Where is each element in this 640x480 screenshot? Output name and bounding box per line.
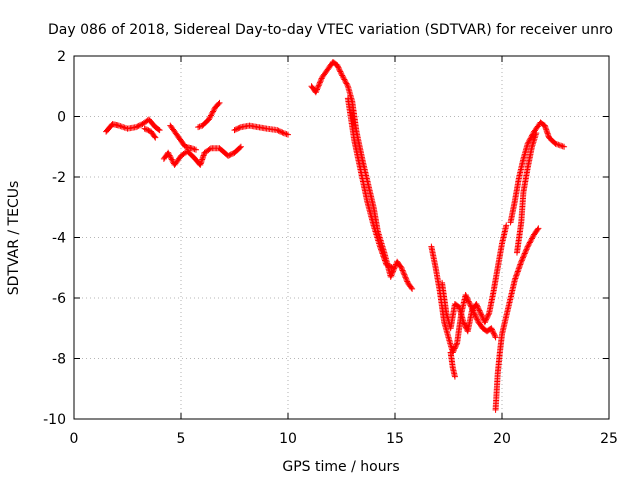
- series-seg-g-dip: [447, 349, 458, 380]
- series-markers: [308, 59, 416, 292]
- series-seg-j-inner: [513, 130, 540, 256]
- y-axis-title: SDTVAR / TECUs: [6, 181, 22, 296]
- grid: [74, 56, 609, 419]
- series-seg-j: [507, 119, 568, 226]
- y-tick-label: -8: [52, 352, 66, 368]
- series-seg-f-inner: [344, 95, 396, 271]
- x-tick-label: 25: [600, 431, 618, 447]
- series-markers: [231, 122, 291, 138]
- series-seg-e: [231, 122, 291, 138]
- y-tick-label: -4: [52, 231, 66, 247]
- series-seg-a-lower: [141, 125, 159, 141]
- chart-title: Day 086 of 2018, Sidereal Day-to-day VTE…: [48, 22, 613, 38]
- y-tick-label: 0: [57, 110, 66, 126]
- series-seg-a-upper: [103, 116, 163, 135]
- series-markers: [141, 125, 159, 141]
- series-markers: [428, 243, 499, 356]
- x-tick-label: 10: [279, 431, 297, 447]
- y-tick-label: -10: [43, 412, 66, 428]
- y-tick-label: -6: [52, 291, 66, 307]
- data-series: [103, 59, 568, 413]
- series-seg-c: [167, 122, 199, 153]
- series-markers: [195, 99, 223, 131]
- series-seg-d: [195, 99, 223, 131]
- axis-ticks: 0 5 10 15 20 25 -10 -8 -6 -4 -2 0 2: [43, 49, 618, 447]
- series-markers: [513, 130, 540, 256]
- x-axis-title: GPS time / hours: [282, 459, 399, 475]
- y-tick-label: 2: [57, 49, 66, 65]
- series-markers: [103, 116, 163, 135]
- y-tick-label: -2: [52, 170, 66, 186]
- x-tick-label: 5: [177, 431, 186, 447]
- series-seg-f: [308, 59, 416, 292]
- series-markers: [160, 143, 244, 168]
- series-seg-b: [160, 143, 244, 168]
- series-markers: [447, 349, 458, 380]
- series-markers: [507, 119, 568, 226]
- series-seg-g: [428, 243, 499, 356]
- series-markers: [492, 225, 542, 413]
- x-tick-label: 0: [70, 431, 79, 447]
- series-seg-h: [439, 222, 510, 335]
- x-tick-label: 20: [493, 431, 511, 447]
- series-markers: [167, 122, 199, 153]
- x-tick-label: 15: [386, 431, 404, 447]
- series-seg-i: [492, 225, 542, 413]
- series-markers: [344, 95, 396, 271]
- series-markers: [439, 222, 510, 335]
